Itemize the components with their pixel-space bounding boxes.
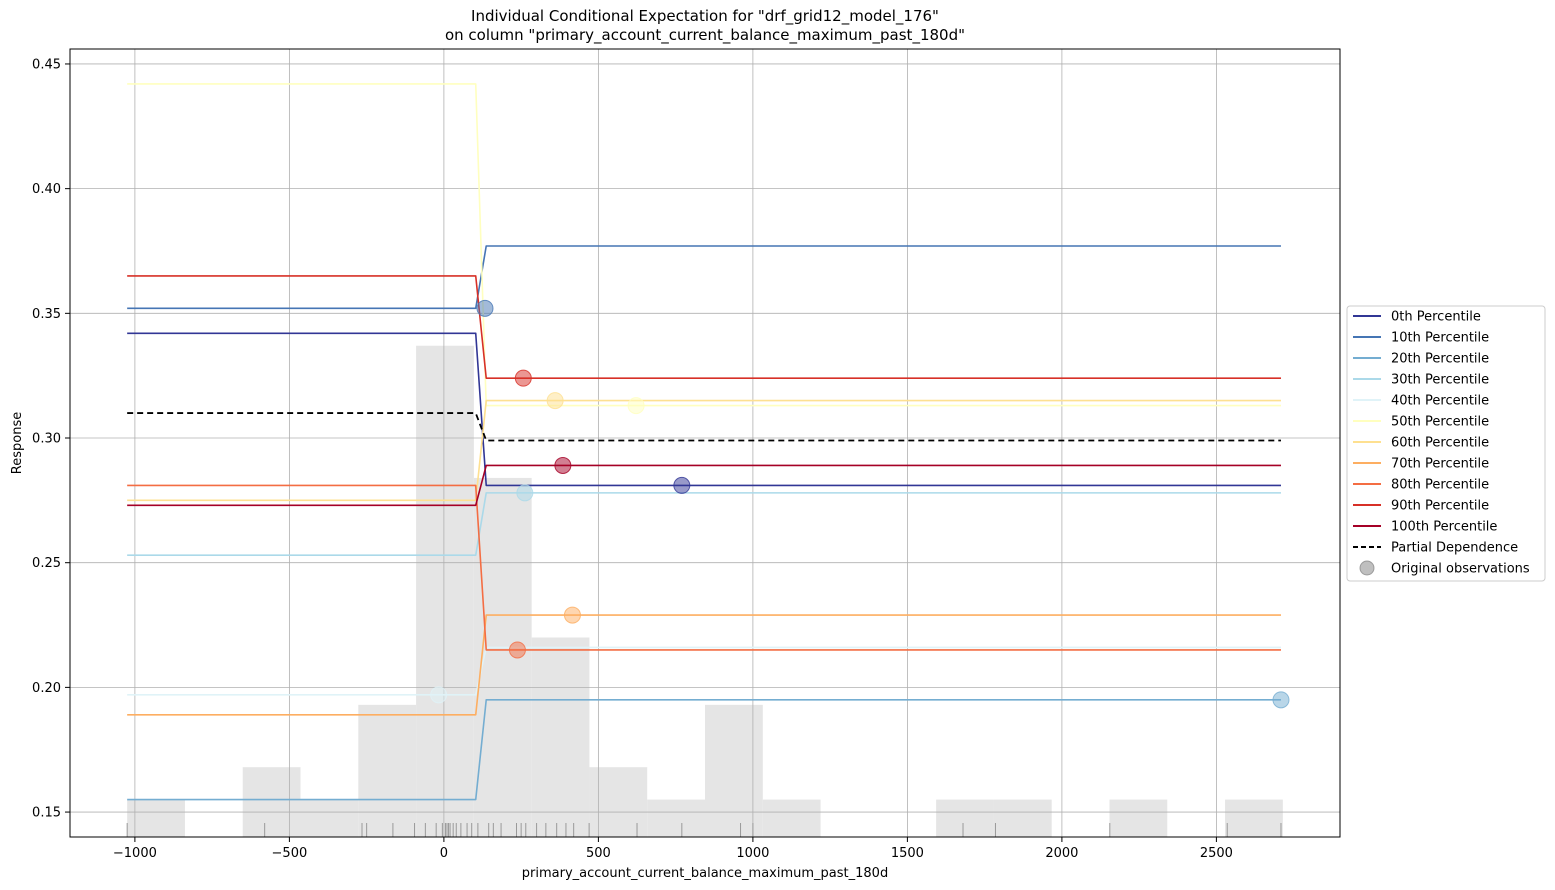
histogram-bar-15 — [993, 799, 1052, 837]
series-line-10 — [127, 464, 1281, 507]
observation-point-9 — [514, 369, 532, 387]
observation-point-4 — [430, 686, 448, 704]
series-line-8 — [127, 484, 1281, 651]
legend-label-7: 70th Percentile — [1391, 457, 1489, 472]
series-line-7 — [127, 614, 1281, 716]
histogram-bar-14 — [936, 799, 994, 837]
x-tick-label-7: 2500 — [1200, 846, 1233, 861]
grid-layer — [70, 49, 1340, 837]
legend-frame — [1346, 305, 1546, 582]
legend-label-8: 80th Percentile — [1391, 478, 1489, 493]
series-line-0 — [127, 332, 1281, 487]
legend-label-5: 50th Percentile — [1391, 415, 1489, 430]
x-tick-label-2: 0 — [440, 846, 448, 861]
observation-point-3 — [516, 484, 534, 502]
x-axis-ticks: −1000 −500 0 500 1000 1500 2000 2500 — [113, 837, 1233, 861]
histogram-bar-10 — [705, 704, 763, 837]
series-line-5 — [127, 83, 1281, 407]
plot-frame — [69, 48, 1341, 838]
legend-label-10: 100th Percentile — [1391, 520, 1497, 535]
observation-point-8 — [508, 641, 526, 659]
histogram-bar-17 — [1109, 799, 1168, 837]
rug-layer — [126, 823, 1282, 837]
histogram-bar-2 — [242, 767, 301, 837]
observation-point-7 — [563, 606, 581, 624]
observation-point-1 — [476, 299, 494, 317]
y-tick-label-0: 0.15 — [32, 806, 61, 821]
histogram-bar-3 — [300, 799, 359, 837]
partial-dependence-line — [127, 412, 1281, 442]
legend-label-partial-dependence: Partial Dependence — [1391, 541, 1518, 556]
legend-items: 0th Percentile 10th Percentile 20th Percen… — [1353, 310, 1530, 577]
x-tick-label-4: 1000 — [736, 846, 769, 861]
legend-label-9: 90th Percentile — [1391, 499, 1489, 514]
series-line-9 — [127, 275, 1281, 379]
x-tick-label-6: 2000 — [1045, 846, 1078, 861]
x-tick-label-0: −1000 — [113, 846, 157, 861]
histogram-bar-9 — [647, 799, 705, 837]
histogram-bar-4 — [358, 704, 417, 837]
x-tick-label-3: 500 — [586, 846, 611, 861]
legend-label-2: 20th Percentile — [1391, 352, 1489, 367]
legend: 0th Percentile 10th Percentile 20th Percen… — [1346, 305, 1546, 582]
y-tick-label-1: 0.20 — [32, 681, 61, 696]
x-tick-label-5: 1500 — [891, 846, 924, 861]
histogram-bar-0 — [127, 799, 185, 837]
histogram-bar-11 — [762, 799, 821, 837]
histogram-bar-7 — [531, 637, 590, 837]
x-tick-label-1: −500 — [272, 846, 308, 861]
observation-point-10 — [554, 456, 572, 474]
y-axis-ticks: 0.15 0.20 0.25 0.30 0.35 0.40 0.45 — [32, 57, 70, 821]
histogram-bar-19 — [1225, 799, 1283, 837]
series-line-6 — [127, 399, 1281, 502]
observations-layer — [430, 299, 1290, 709]
series-line-1 — [127, 245, 1281, 310]
legend-label-6: 60th Percentile — [1391, 436, 1489, 451]
series-line-2 — [127, 699, 1281, 801]
observation-point-5 — [627, 397, 645, 415]
histogram-bar-5 — [416, 345, 474, 837]
legend-label-observations: Original observations — [1391, 562, 1530, 577]
y-axis-label: Response — [10, 412, 25, 474]
legend-swatch-observations — [1359, 560, 1375, 576]
y-tick-label-6: 0.45 — [32, 57, 61, 72]
y-tick-label-5: 0.40 — [32, 182, 61, 197]
series-line-3 — [127, 492, 1281, 557]
x-axis-label: primary_account_current_balance_maximum_… — [522, 866, 888, 881]
observation-point-0 — [673, 476, 691, 494]
histogram-layer — [127, 345, 1283, 837]
y-tick-label-4: 0.35 — [32, 307, 61, 322]
legend-label-3: 30th Percentile — [1391, 373, 1489, 388]
legend-label-4: 40th Percentile — [1391, 394, 1489, 409]
legend-label-1: 10th Percentile — [1391, 331, 1489, 346]
histogram-bar-8 — [589, 767, 648, 837]
observation-point-6 — [546, 392, 564, 410]
y-tick-label-3: 0.30 — [32, 432, 61, 447]
observation-point-2 — [1272, 691, 1290, 709]
y-tick-label-2: 0.25 — [32, 556, 61, 571]
chart-title-line2: on column "primary_account_current_balan… — [445, 26, 965, 45]
chart-title-line1: Individual Conditional Expectation for "… — [471, 7, 939, 26]
series-layer — [127, 83, 1281, 801]
legend-label-0: 0th Percentile — [1391, 310, 1481, 325]
